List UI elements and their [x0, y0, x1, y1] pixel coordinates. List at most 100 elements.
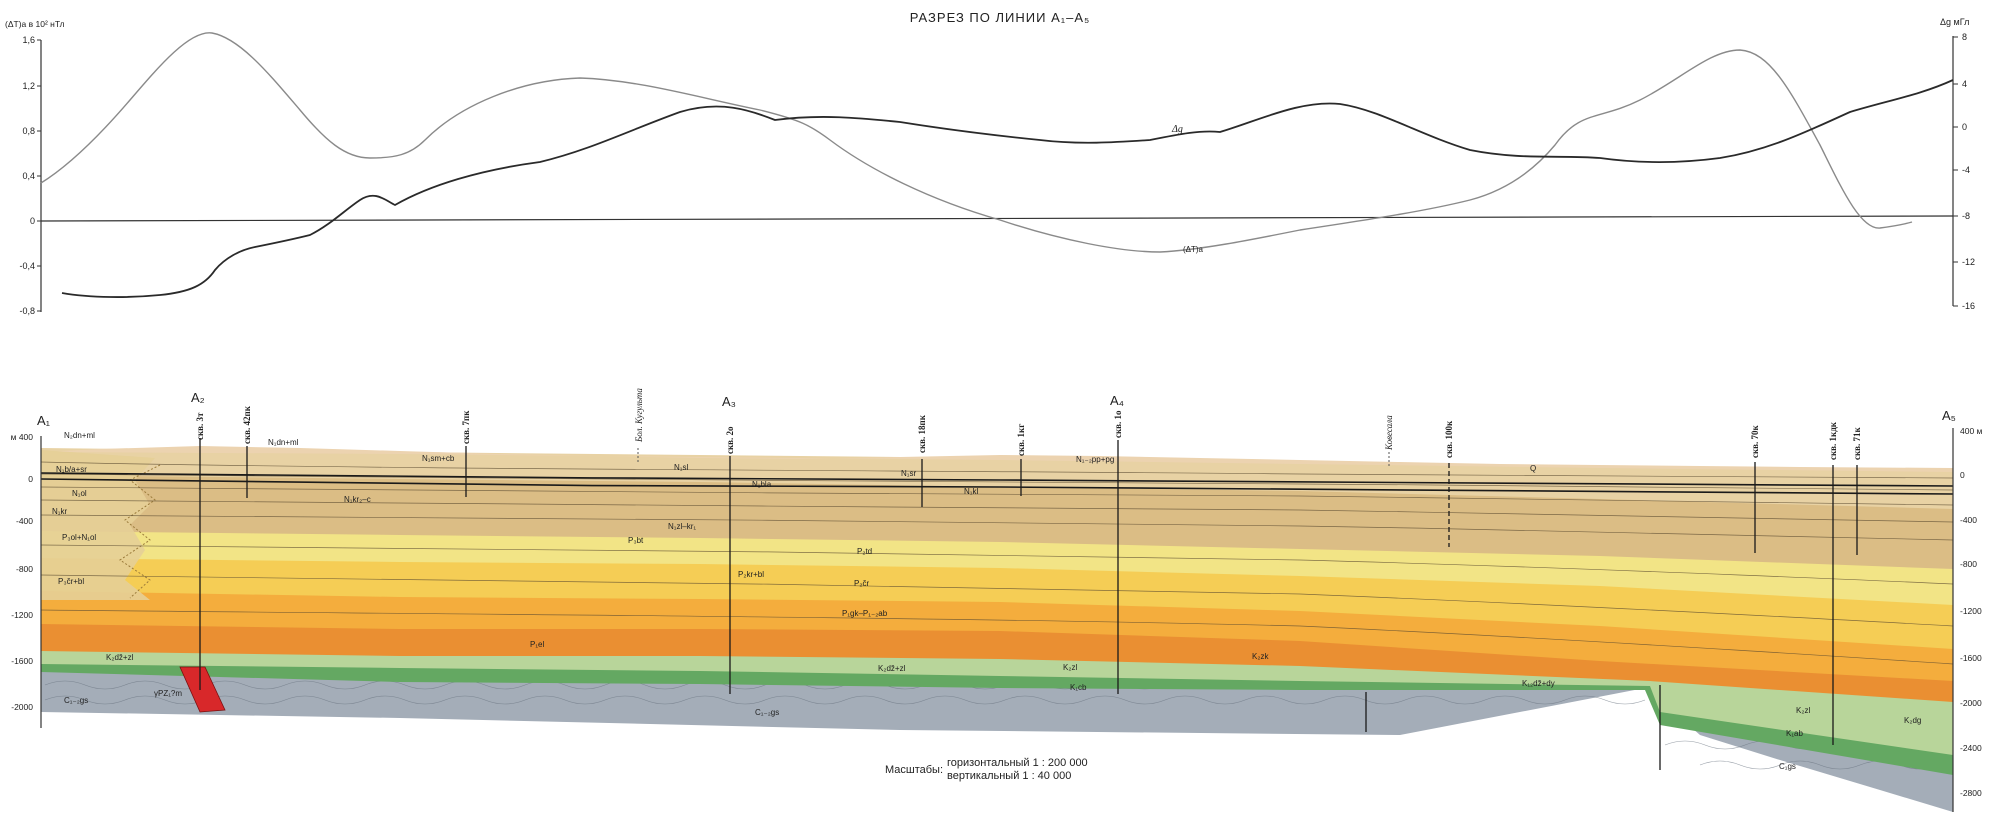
- geophysics-panel: РАЗРЕЗ ПО ЛИНИИ A₁–A₅ (ΔT)а в 10² нТл 1,…: [5, 10, 1975, 316]
- unit-label: C₁₋₂gs: [64, 696, 88, 705]
- point-a1: A₁: [37, 413, 51, 428]
- depth-tick-label: -1600: [1960, 653, 1982, 663]
- depth-tick-label: -1600: [11, 656, 33, 666]
- unit-label: N₁bla: [752, 480, 772, 489]
- unit-label: N₁dn+ml: [268, 438, 299, 447]
- delta-g-label: Δg: [1171, 124, 1183, 135]
- unit-label: K₁₂dž+dy: [1522, 679, 1555, 688]
- unit-neogene: [41, 474, 1953, 569]
- unit-label: P₃čr+bl: [58, 577, 84, 586]
- right-tick-label: 0: [1962, 122, 1967, 132]
- unit-label: P₂kr+bl: [738, 570, 764, 579]
- geological-section: A₁ A₂ A₃ A₄ A₅ скв. 3т скв. 42пк скв. 7п…: [11, 388, 1983, 812]
- scale-label: Масштабы:: [885, 764, 943, 776]
- point-a3: A₃: [722, 394, 736, 409]
- right-axis-ticks: 8 4 0 -4 -8 -12 -16: [1953, 32, 1975, 311]
- unit-label: K₂zl: [1063, 663, 1077, 672]
- unit-label: N₁sr: [901, 469, 916, 478]
- depth-tick-label: -800: [16, 564, 33, 574]
- left-tick-label: 0,4: [22, 171, 35, 181]
- unit-label: N₁₋₂pp+pg: [1076, 455, 1114, 464]
- unit-label: N₁zl–kr₁: [668, 522, 696, 531]
- right-axis-label: Δg мГл: [1940, 17, 1969, 27]
- left-axis-label: (ΔT)а в 10² нТл: [5, 19, 65, 29]
- right-depth-ticks: 400 м 0 -400 -800 -1200 -1600 -2000 -240…: [1960, 426, 1983, 798]
- intrusion-body: [179, 666, 226, 713]
- unit-label: P₁gk–P₁₋₂ab: [842, 609, 888, 618]
- depth-tick-label: -2400: [1960, 743, 1982, 753]
- depth-tick-label: м 400: [11, 432, 34, 442]
- depth-tick-label: 0: [28, 474, 33, 484]
- point-a5: A₅: [1942, 408, 1956, 423]
- unit-label: Q: [1530, 464, 1536, 473]
- well-labels: скв. 3т скв. 42пк скв. 7пк скв. 2о скв. …: [195, 388, 1862, 467]
- unit-label: γPZ₁?m: [154, 689, 182, 698]
- unit-p-orange: [41, 590, 1953, 681]
- depth-tick-label: -800: [1960, 559, 1977, 569]
- unit-p1-el: [41, 623, 1953, 702]
- depth-tick-label: -2000: [11, 702, 33, 712]
- place-label: Бол. Кугульта: [634, 388, 644, 443]
- depth-tick-label: -2800: [1960, 788, 1982, 798]
- left-depth-ticks: м 400 0 -400 -800 -1200 -1600 -2000: [11, 432, 34, 712]
- left-tick-label: 0,8: [22, 126, 35, 136]
- unit-label: N₂dn+ml: [64, 431, 95, 440]
- unit-label: P₁el: [530, 640, 544, 649]
- well-label: скв. 7пк: [461, 410, 471, 444]
- delta-t-label: (ΔT)а: [1183, 245, 1204, 254]
- figure-title: РАЗРЕЗ ПО ЛИНИИ A₁–A₅: [910, 10, 1091, 25]
- depth-tick-label: -400: [16, 516, 33, 526]
- unit-label: N₁kl: [964, 487, 978, 496]
- depth-tick-label: -2000: [1960, 698, 1982, 708]
- unit-label: C₁₋₂gs: [755, 708, 779, 717]
- left-tick-label: -0,8: [19, 306, 35, 316]
- right-tick-label: -4: [1962, 165, 1970, 175]
- key-horizons: [40, 472, 1954, 495]
- unit-label: K₂zl: [1796, 706, 1810, 715]
- right-tick-label: 8: [1962, 32, 1967, 42]
- unit-k1-green: [41, 663, 1953, 775]
- unit-label: K₂dž+zl: [878, 664, 906, 673]
- unit-label: P₃bt: [628, 536, 644, 545]
- unit-k2-light-green: [41, 650, 1953, 755]
- unit-label: K₂zk: [1252, 652, 1269, 661]
- right-tick-label: -8: [1962, 211, 1970, 221]
- depth-tick-label: -400: [1960, 515, 1977, 525]
- left-tick-label: 0: [30, 216, 35, 226]
- facies-boundary: [119, 464, 161, 599]
- well-label: скв. 1кдк: [1828, 421, 1838, 460]
- point-a2: A₂: [191, 390, 205, 405]
- unit-quaternary: [41, 446, 1953, 472]
- unit-labels: N₂dn+ml N₁b/a+sr N₁ol N₁kr P₃ol+N₁ol P₃č…: [52, 431, 1921, 771]
- wells: [199, 438, 1858, 770]
- unit-label: N₁ol: [72, 489, 87, 498]
- right-tick-label: -16: [1962, 301, 1975, 311]
- well-label: скв. 2о: [725, 426, 735, 454]
- place-label: Ковесала: [1384, 415, 1394, 451]
- unit-basement-fill: [41, 668, 1953, 812]
- delta-t-curve: [40, 32, 1913, 253]
- left-tick-label: 1,6: [22, 35, 35, 45]
- unit-label: P₂čr: [854, 579, 869, 588]
- unit-label: K₂dg: [1904, 716, 1921, 725]
- unit-label: K₁cb: [1070, 683, 1087, 692]
- well-label: скв. 3т: [195, 412, 205, 440]
- unit-label: K₂dž+zl: [106, 653, 134, 662]
- unit-label: C₁gs: [1779, 762, 1796, 771]
- unit-label: N₁sl: [674, 463, 688, 472]
- well-label: скв. 1о: [1113, 410, 1123, 438]
- left-tick-label: 1,2: [22, 81, 35, 91]
- scale-horizontal: горизонтальный 1 : 200 000: [947, 757, 1088, 769]
- unit-label: N₁b/a+sr: [56, 465, 87, 474]
- well-label: скв. 18пк: [917, 414, 927, 453]
- well-label: скв. 1кг: [1016, 424, 1026, 456]
- well-label: скв. 70к: [1750, 424, 1760, 458]
- unit-p-light: [41, 530, 1953, 605]
- unit-label: P₃ol+N₁ol: [62, 533, 96, 542]
- unit-label: K₁ab: [1786, 729, 1803, 738]
- unit-label: P₂td: [857, 547, 872, 556]
- right-tick-label: 4: [1962, 79, 1967, 89]
- delta-g-curve: [61, 79, 1954, 298]
- left-axis-ticks: 1,6 1,2 0,8 0,4 0 -0,4 -0,8: [19, 35, 41, 316]
